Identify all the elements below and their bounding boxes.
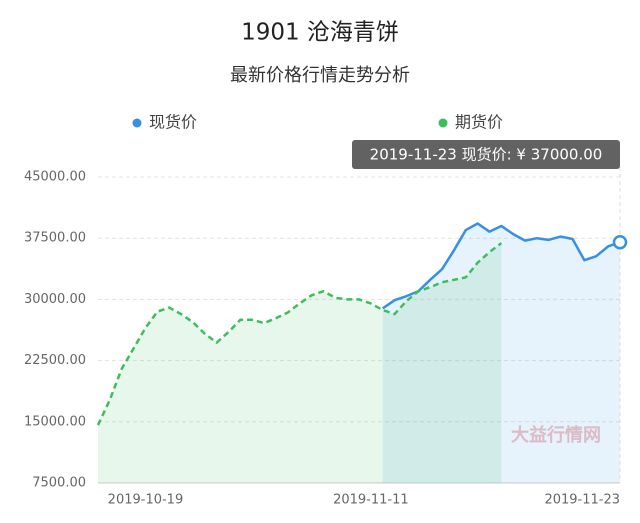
tooltip-box — [352, 140, 620, 169]
y-tick-label: 45000.00 — [24, 170, 86, 185]
y-tick-label: 22500.00 — [24, 353, 86, 368]
tooltip-text: 2019-11-23 现货价: ¥ 37000.00 — [370, 146, 603, 164]
legend-label: 期货价 — [455, 113, 503, 132]
area — [98, 243, 502, 483]
y-tick-label: 7500.00 — [32, 476, 86, 491]
hover-point — [612, 235, 628, 250]
line — [382, 222, 621, 310]
line — [96, 242, 503, 426]
x-tick-label: 2019-10-19 — [108, 493, 184, 508]
chart-title: 1901 沧海青饼 — [241, 20, 399, 46]
x-tick-label: 2019-11-23 — [544, 493, 620, 508]
y-tick-label: 30000.00 — [24, 292, 86, 307]
area — [382, 223, 620, 483]
chart-subtitle: 最新价格行情走势分析 — [230, 65, 410, 86]
legend-marker — [132, 118, 142, 128]
y-tick-label: 15000.00 — [24, 414, 86, 429]
legend-label: 现货价 — [149, 113, 197, 132]
y-tick-label: 37500.00 — [24, 231, 86, 246]
x-tick-label: 2019-11-11 — [333, 493, 409, 508]
legend-marker — [438, 118, 448, 128]
watermark: 大益行情网 — [511, 424, 601, 446]
